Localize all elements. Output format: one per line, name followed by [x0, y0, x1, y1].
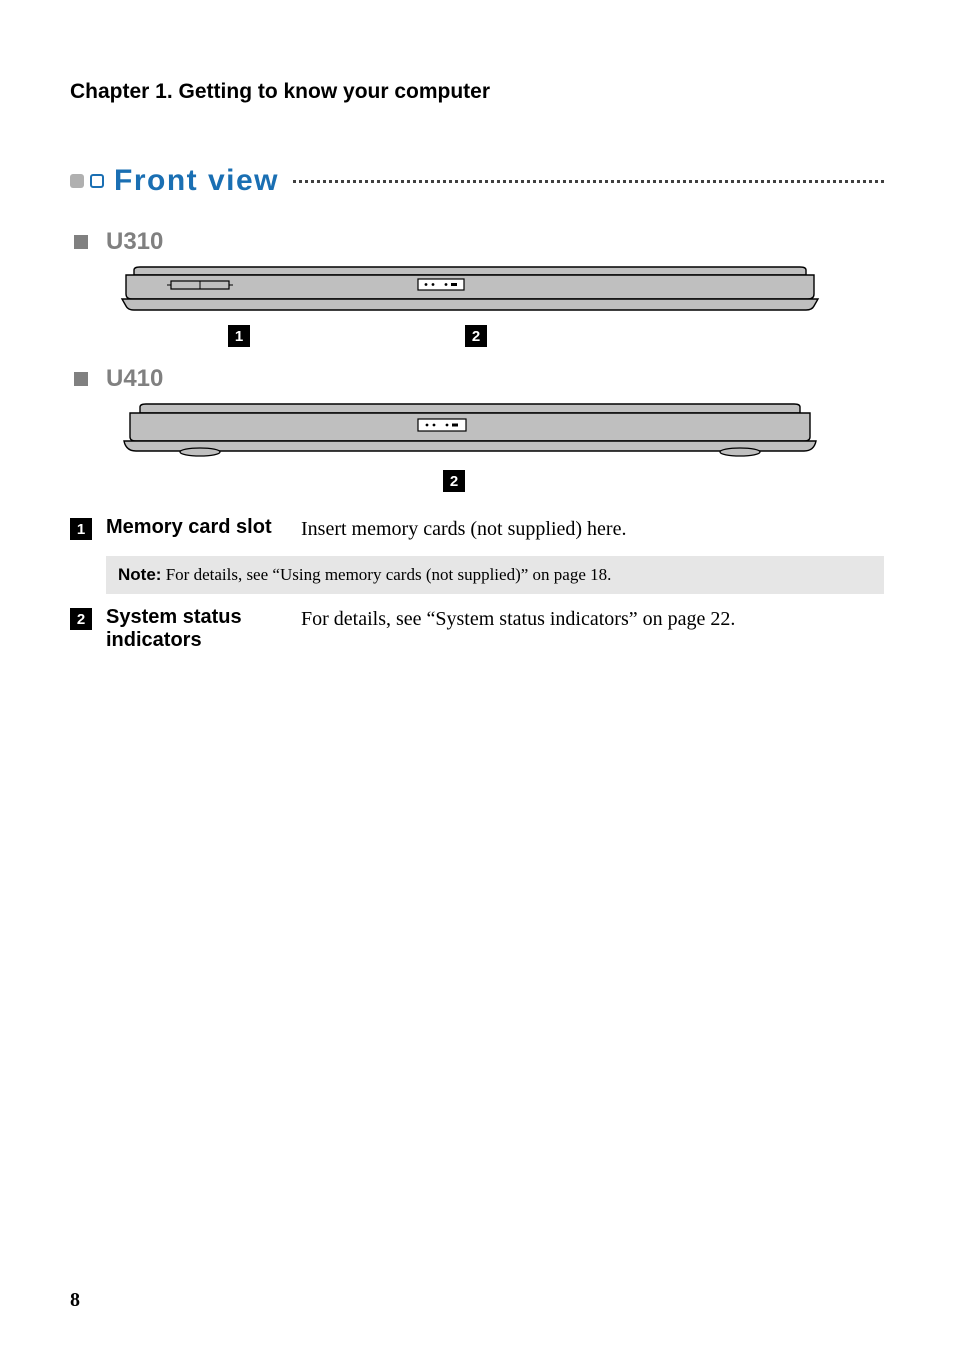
note-label: Note:: [118, 565, 161, 584]
section-bullets: [70, 174, 104, 188]
bullet-square-icon: [74, 235, 88, 249]
page-number: 8: [70, 1289, 80, 1312]
diagram-u310: 1 2: [120, 266, 884, 347]
description-number: 1: [70, 518, 92, 540]
chapter-title: Chapter 1. Getting to know your computer: [70, 80, 884, 104]
section-title: Front view: [114, 164, 279, 198]
diagram-u410: 2: [120, 403, 884, 492]
note-text: For details, see “Using memory cards (no…: [161, 565, 611, 584]
callout-row-u310: 1 2: [228, 325, 884, 347]
description-row-2: 2 System status indicators For details, …: [70, 606, 884, 652]
model-row-u310: U310: [70, 228, 884, 256]
callout-row-u410: 2: [443, 470, 884, 492]
dash-rule: [293, 180, 884, 183]
description-label: System status indicators: [106, 606, 301, 652]
bullet-square-icon: [74, 372, 88, 386]
bullet-square-grey: [70, 174, 84, 188]
description-text: Insert memory cards (not supplied) here.: [301, 516, 626, 542]
section-heading-row: Front view: [70, 164, 884, 198]
callout-number: 1: [228, 325, 250, 347]
callout-number: 2: [465, 325, 487, 347]
description-row-1: 1 Memory card slot Insert memory cards (…: [70, 516, 884, 542]
callout-number: 2: [443, 470, 465, 492]
model-name: U310: [106, 228, 163, 256]
bullet-square-blue: [90, 174, 104, 188]
note-box: Note: For details, see “Using memory car…: [106, 556, 884, 594]
model-name: U410: [106, 365, 163, 393]
description-number: 2: [70, 608, 92, 630]
model-row-u410: U410: [70, 365, 884, 393]
description-label: Memory card slot: [106, 516, 301, 539]
description-text: For details, see “System status indicato…: [301, 606, 735, 632]
